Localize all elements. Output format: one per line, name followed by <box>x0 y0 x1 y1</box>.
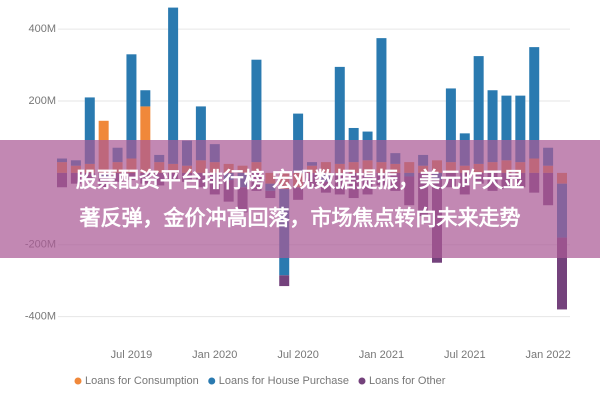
legend-label: Loans for Consumption <box>85 375 199 387</box>
y-tick-label: 200M <box>28 95 56 107</box>
bar <box>529 47 540 159</box>
x-tick-label: Jan 2021 <box>359 349 404 361</box>
overlay-banner: 股票配资平台排行榜 宏观数据提振，美元昨天显 著反弹，金价冲高回落，市场焦点转向… <box>0 140 600 258</box>
bar <box>473 56 484 164</box>
legend-marker <box>358 377 366 385</box>
bar <box>168 7 179 164</box>
bar <box>140 90 151 107</box>
bar <box>140 106 151 173</box>
legend-label: Loans for House Purchase <box>219 375 349 387</box>
legend-marker <box>74 377 82 385</box>
y-tick-label: -400M <box>25 311 56 323</box>
banner-line: 股票配资平台排行榜 宏观数据提振，美元昨天显 <box>75 168 525 192</box>
bar <box>557 237 567 310</box>
y-tick-label: 400M <box>28 23 56 35</box>
bar <box>126 54 137 159</box>
x-tick-label: Jul 2020 <box>277 349 319 361</box>
bar <box>195 106 206 161</box>
bar <box>334 66 345 164</box>
bar <box>515 95 526 163</box>
bar <box>376 38 387 163</box>
banner-line: 著反弹，金价冲高回落，市场焦点转向未来走势 <box>79 206 521 230</box>
legend-label: Loans for Other <box>369 375 446 387</box>
bar <box>445 88 456 163</box>
x-tick-label: Jul 2021 <box>444 349 486 361</box>
legend-marker <box>208 377 216 385</box>
x-tick-label: Jan 2022 <box>525 349 570 361</box>
bar <box>279 275 290 287</box>
bar <box>487 90 498 163</box>
x-tick-label: Jan 2020 <box>192 349 237 361</box>
x-tick-label: Jul 2019 <box>111 349 153 361</box>
bar <box>84 97 95 164</box>
bar <box>501 95 512 161</box>
bar <box>251 59 262 163</box>
